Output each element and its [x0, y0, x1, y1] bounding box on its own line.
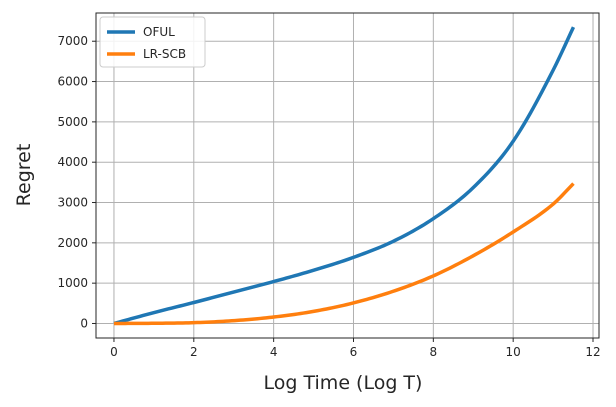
series-layer: [113, 26, 576, 326]
legend: OFUL LR-SCB: [99, 16, 206, 68]
y-tick-label: 2000: [57, 236, 88, 250]
x-tick-label: 0: [110, 345, 118, 359]
y-tick-label: 7000: [57, 34, 88, 48]
y-axis-title: Regret: [13, 144, 35, 207]
grid-layer: [96, 13, 599, 338]
y-tick-label: 0: [80, 316, 88, 330]
x-tick-label: 2: [190, 345, 198, 359]
x-tick-label: 10: [506, 345, 521, 359]
x-tick-label: 12: [585, 345, 600, 359]
legend-label-oful: OFUL: [143, 25, 175, 39]
legend-label-lr-scb: LR-SCB: [143, 47, 186, 61]
x-axis-ticks: 0 2 4 6 8 10 12: [110, 338, 601, 359]
y-tick-label: 1000: [57, 276, 88, 290]
series-line-oful: [113, 26, 576, 326]
x-tick-label: 4: [270, 345, 278, 359]
x-tick-label: 6: [350, 345, 358, 359]
y-tick-label: 4000: [57, 155, 88, 169]
y-tick-label: 6000: [57, 75, 88, 89]
y-tick-label: 3000: [57, 196, 88, 210]
series-line-lr-scb: [113, 182, 575, 326]
y-axis-ticks: 0 1000 2000 3000 4000 5000 6000 7000: [57, 34, 96, 330]
x-tick-label: 8: [430, 345, 438, 359]
x-axis-title: Log Time (Log T): [264, 372, 423, 394]
y-tick-label: 5000: [57, 115, 88, 129]
plot-frame: [95, 12, 600, 339]
